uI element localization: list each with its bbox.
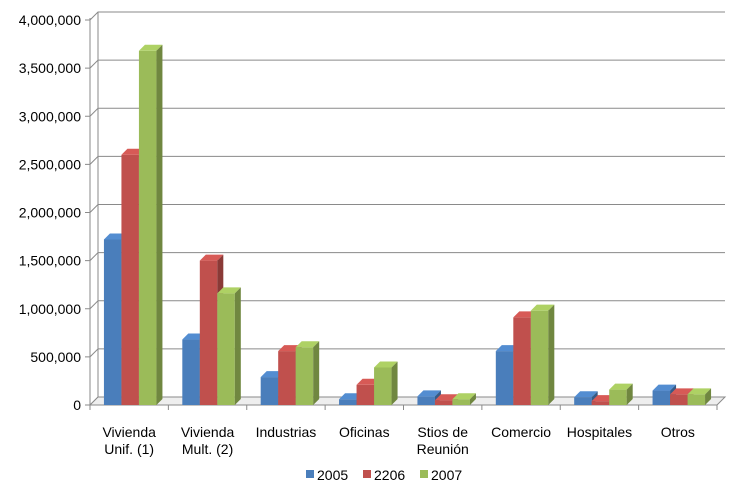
bar bbox=[530, 304, 555, 405]
legend-swatch bbox=[363, 470, 371, 478]
x-category-label: Vivienda Mult. (2) bbox=[181, 424, 235, 457]
axes bbox=[85, 12, 727, 410]
y-tick-label: 2,500,000 bbox=[19, 156, 81, 172]
bar bbox=[138, 44, 163, 406]
bar bbox=[295, 341, 320, 405]
x-category-label: Oficinas bbox=[339, 424, 390, 440]
gridline bbox=[89, 11, 725, 21]
y-tick-label: 3,000,000 bbox=[19, 108, 81, 124]
bar bbox=[687, 388, 712, 405]
gridline bbox=[89, 155, 725, 165]
x-category-label: Industrias bbox=[256, 424, 317, 440]
x-category-label: Comercio bbox=[491, 424, 551, 440]
x-axis-category-labels: Vivienda Unif. (1) Vivienda Mult. (2) Indust… bbox=[102, 424, 694, 457]
legend-label: 2005 bbox=[317, 467, 348, 483]
bar bbox=[609, 383, 633, 405]
legend: 2005 2206 2007 bbox=[306, 467, 462, 483]
legend-label: 2206 bbox=[374, 467, 405, 483]
bar bbox=[452, 393, 476, 405]
y-tick-label: 2,000,000 bbox=[19, 205, 81, 221]
gridline bbox=[89, 204, 725, 213]
legend-item: 2005 bbox=[306, 467, 348, 483]
y-axis-tick-labels: 0 500,000 1,000,000 1,500,000 2,000,000 2,500… bbox=[19, 12, 82, 413]
gridline bbox=[89, 300, 725, 310]
x-category-label: Vivienda Unif. (1) bbox=[102, 424, 156, 457]
bar bbox=[374, 361, 398, 405]
bars bbox=[103, 44, 712, 406]
y-tick-label: 0 bbox=[73, 397, 81, 413]
y-tick-label: 1,000,000 bbox=[19, 301, 81, 317]
legend-item: 2206 bbox=[363, 467, 405, 483]
legend-label: 2007 bbox=[431, 467, 462, 483]
x-category-label: Hospitales bbox=[567, 424, 632, 440]
y-tick-label: 500,000 bbox=[30, 349, 81, 365]
gridline bbox=[89, 107, 725, 117]
gridline bbox=[89, 252, 725, 261]
y-tick-label: 3,500,000 bbox=[19, 60, 81, 76]
y-tick-label: 1,500,000 bbox=[19, 253, 81, 269]
legend-swatch bbox=[420, 470, 428, 478]
x-category-label: Otros bbox=[661, 424, 695, 440]
bar bbox=[217, 287, 241, 405]
x-category-label: Stios de Reunión bbox=[417, 424, 469, 457]
y-tick-label: 4,000,000 bbox=[19, 12, 81, 28]
legend-swatch bbox=[306, 470, 314, 478]
gridline bbox=[89, 59, 725, 69]
legend-item: 2007 bbox=[420, 467, 462, 483]
